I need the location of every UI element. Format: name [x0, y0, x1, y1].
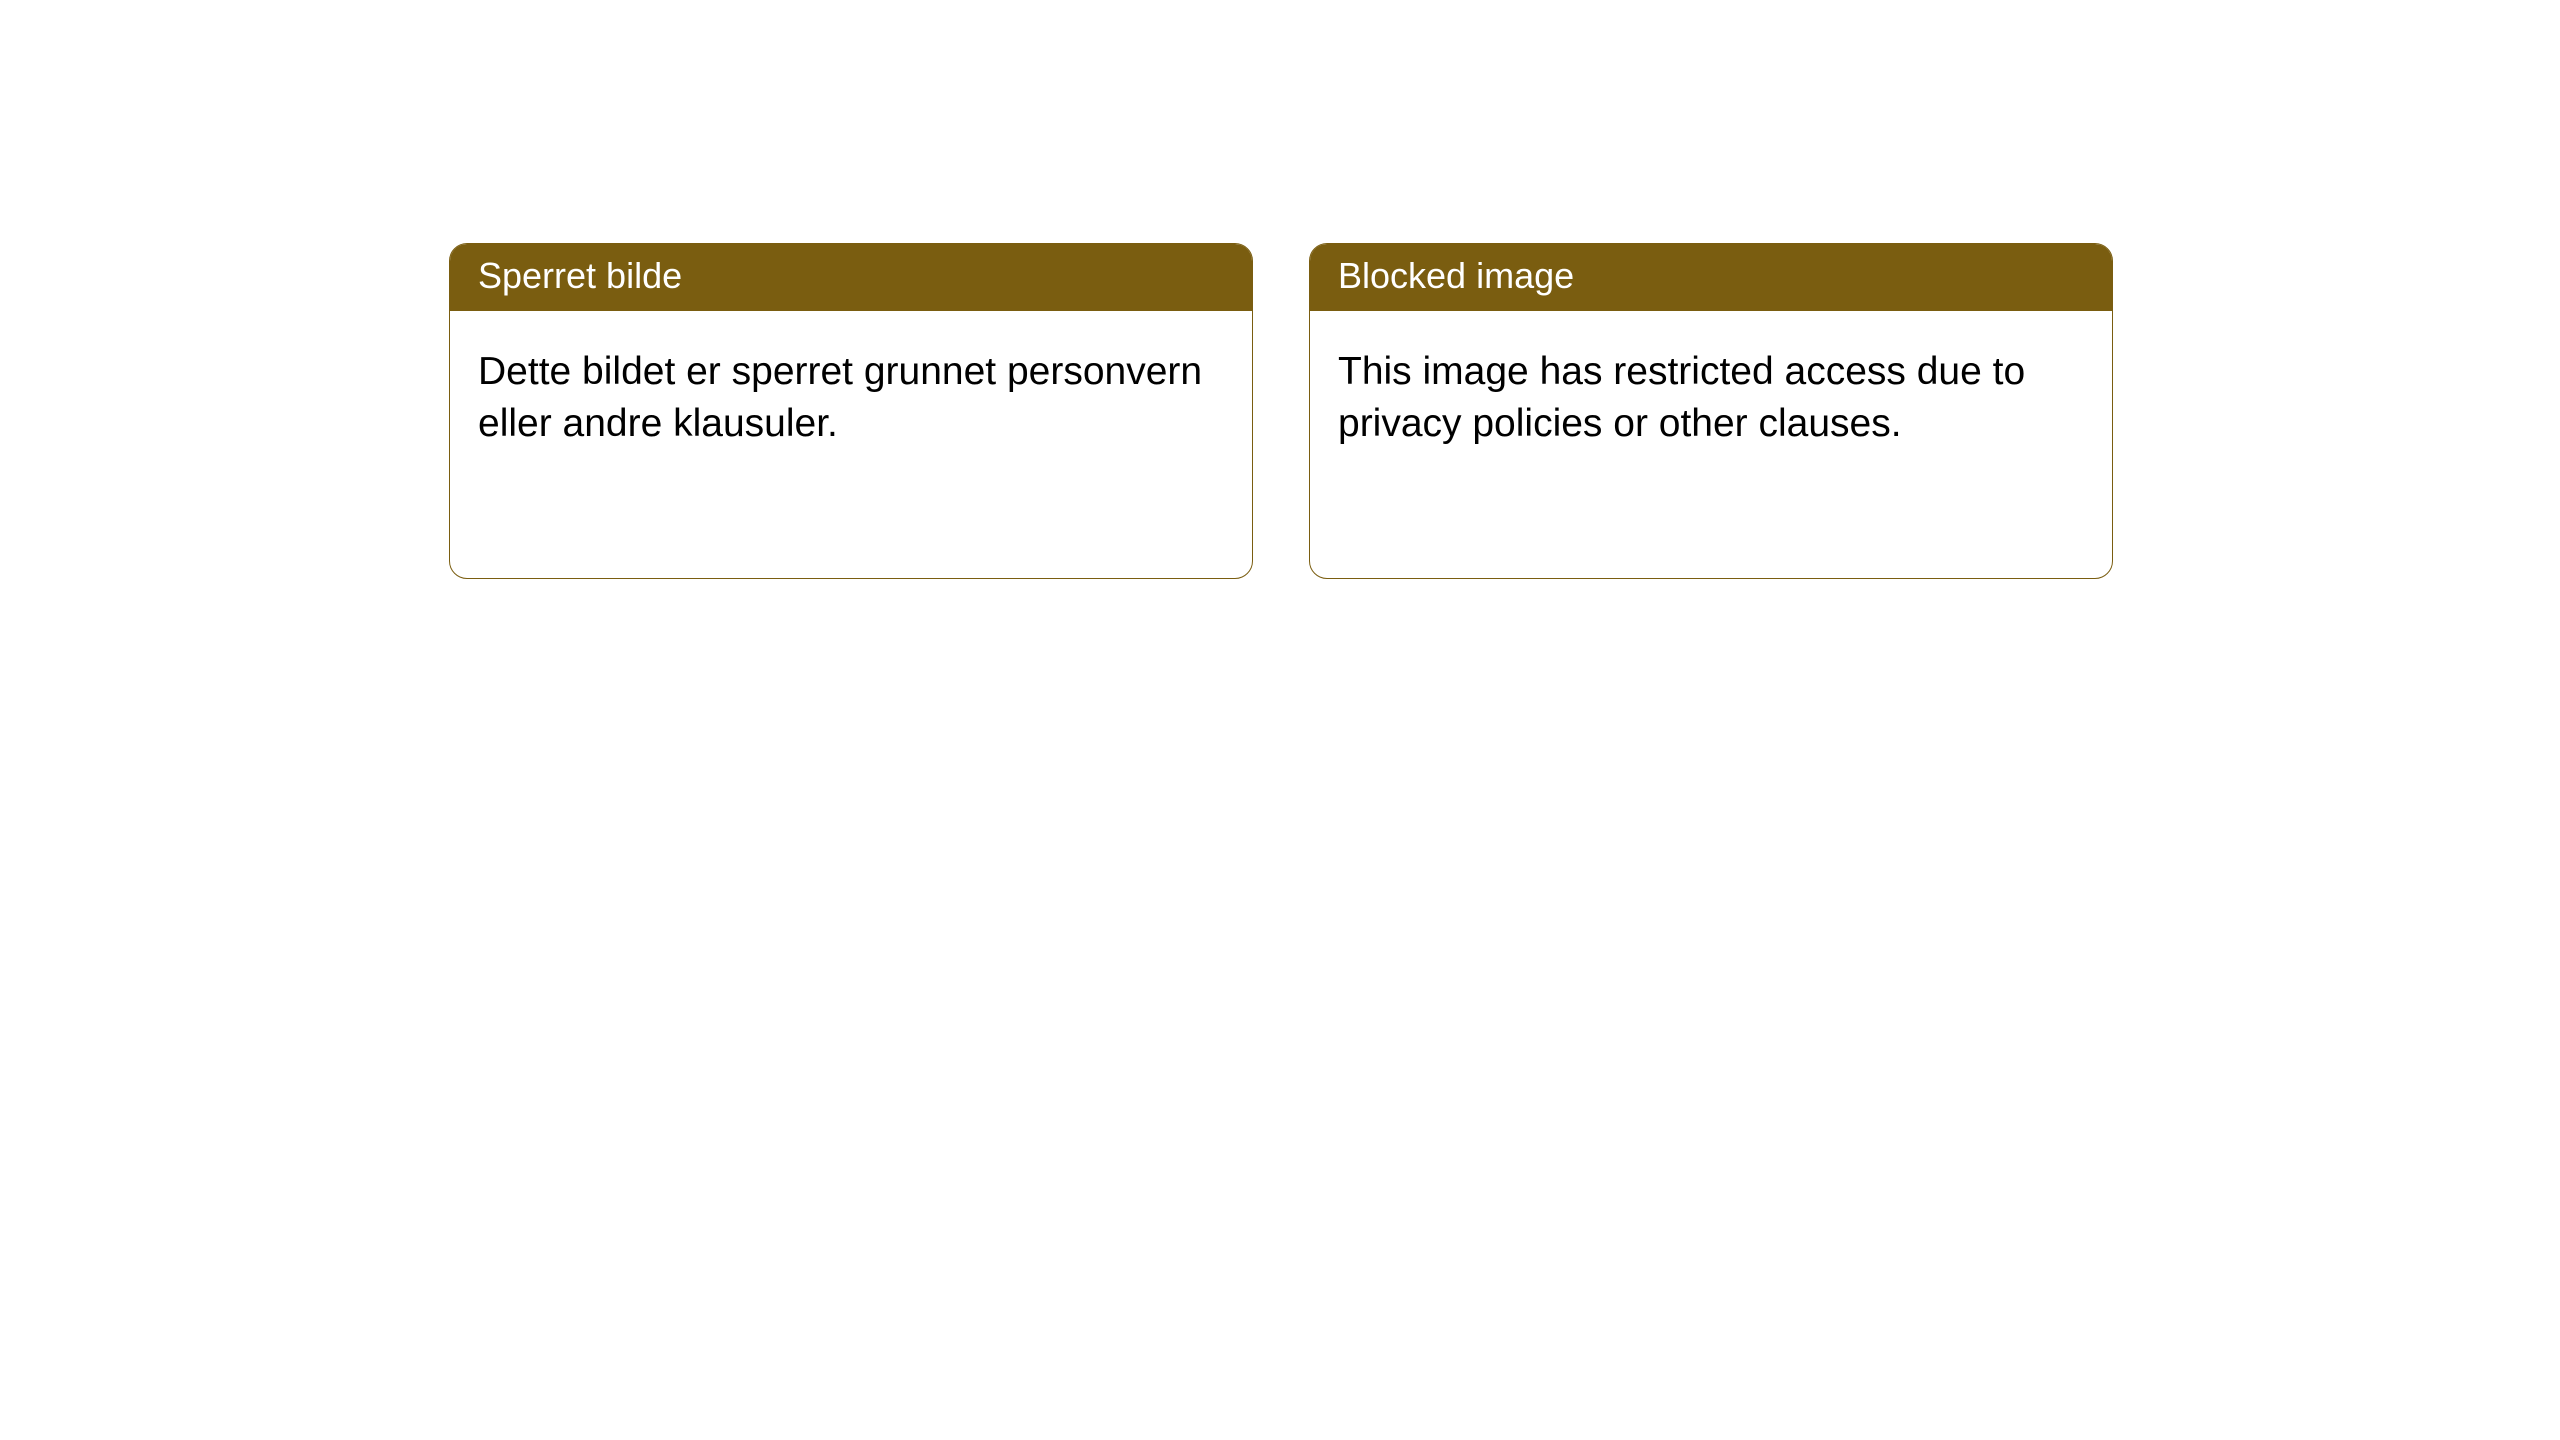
notice-header: Blocked image	[1310, 244, 2112, 311]
notice-card-english: Blocked image This image has restricted …	[1309, 243, 2113, 579]
notice-body: This image has restricted access due to …	[1310, 311, 2112, 477]
notice-header: Sperret bilde	[450, 244, 1252, 311]
notice-body: Dette bildet er sperret grunnet personve…	[450, 311, 1252, 477]
notice-card-norwegian: Sperret bilde Dette bildet er sperret gr…	[449, 243, 1253, 579]
notice-container: Sperret bilde Dette bildet er sperret gr…	[0, 0, 2560, 579]
